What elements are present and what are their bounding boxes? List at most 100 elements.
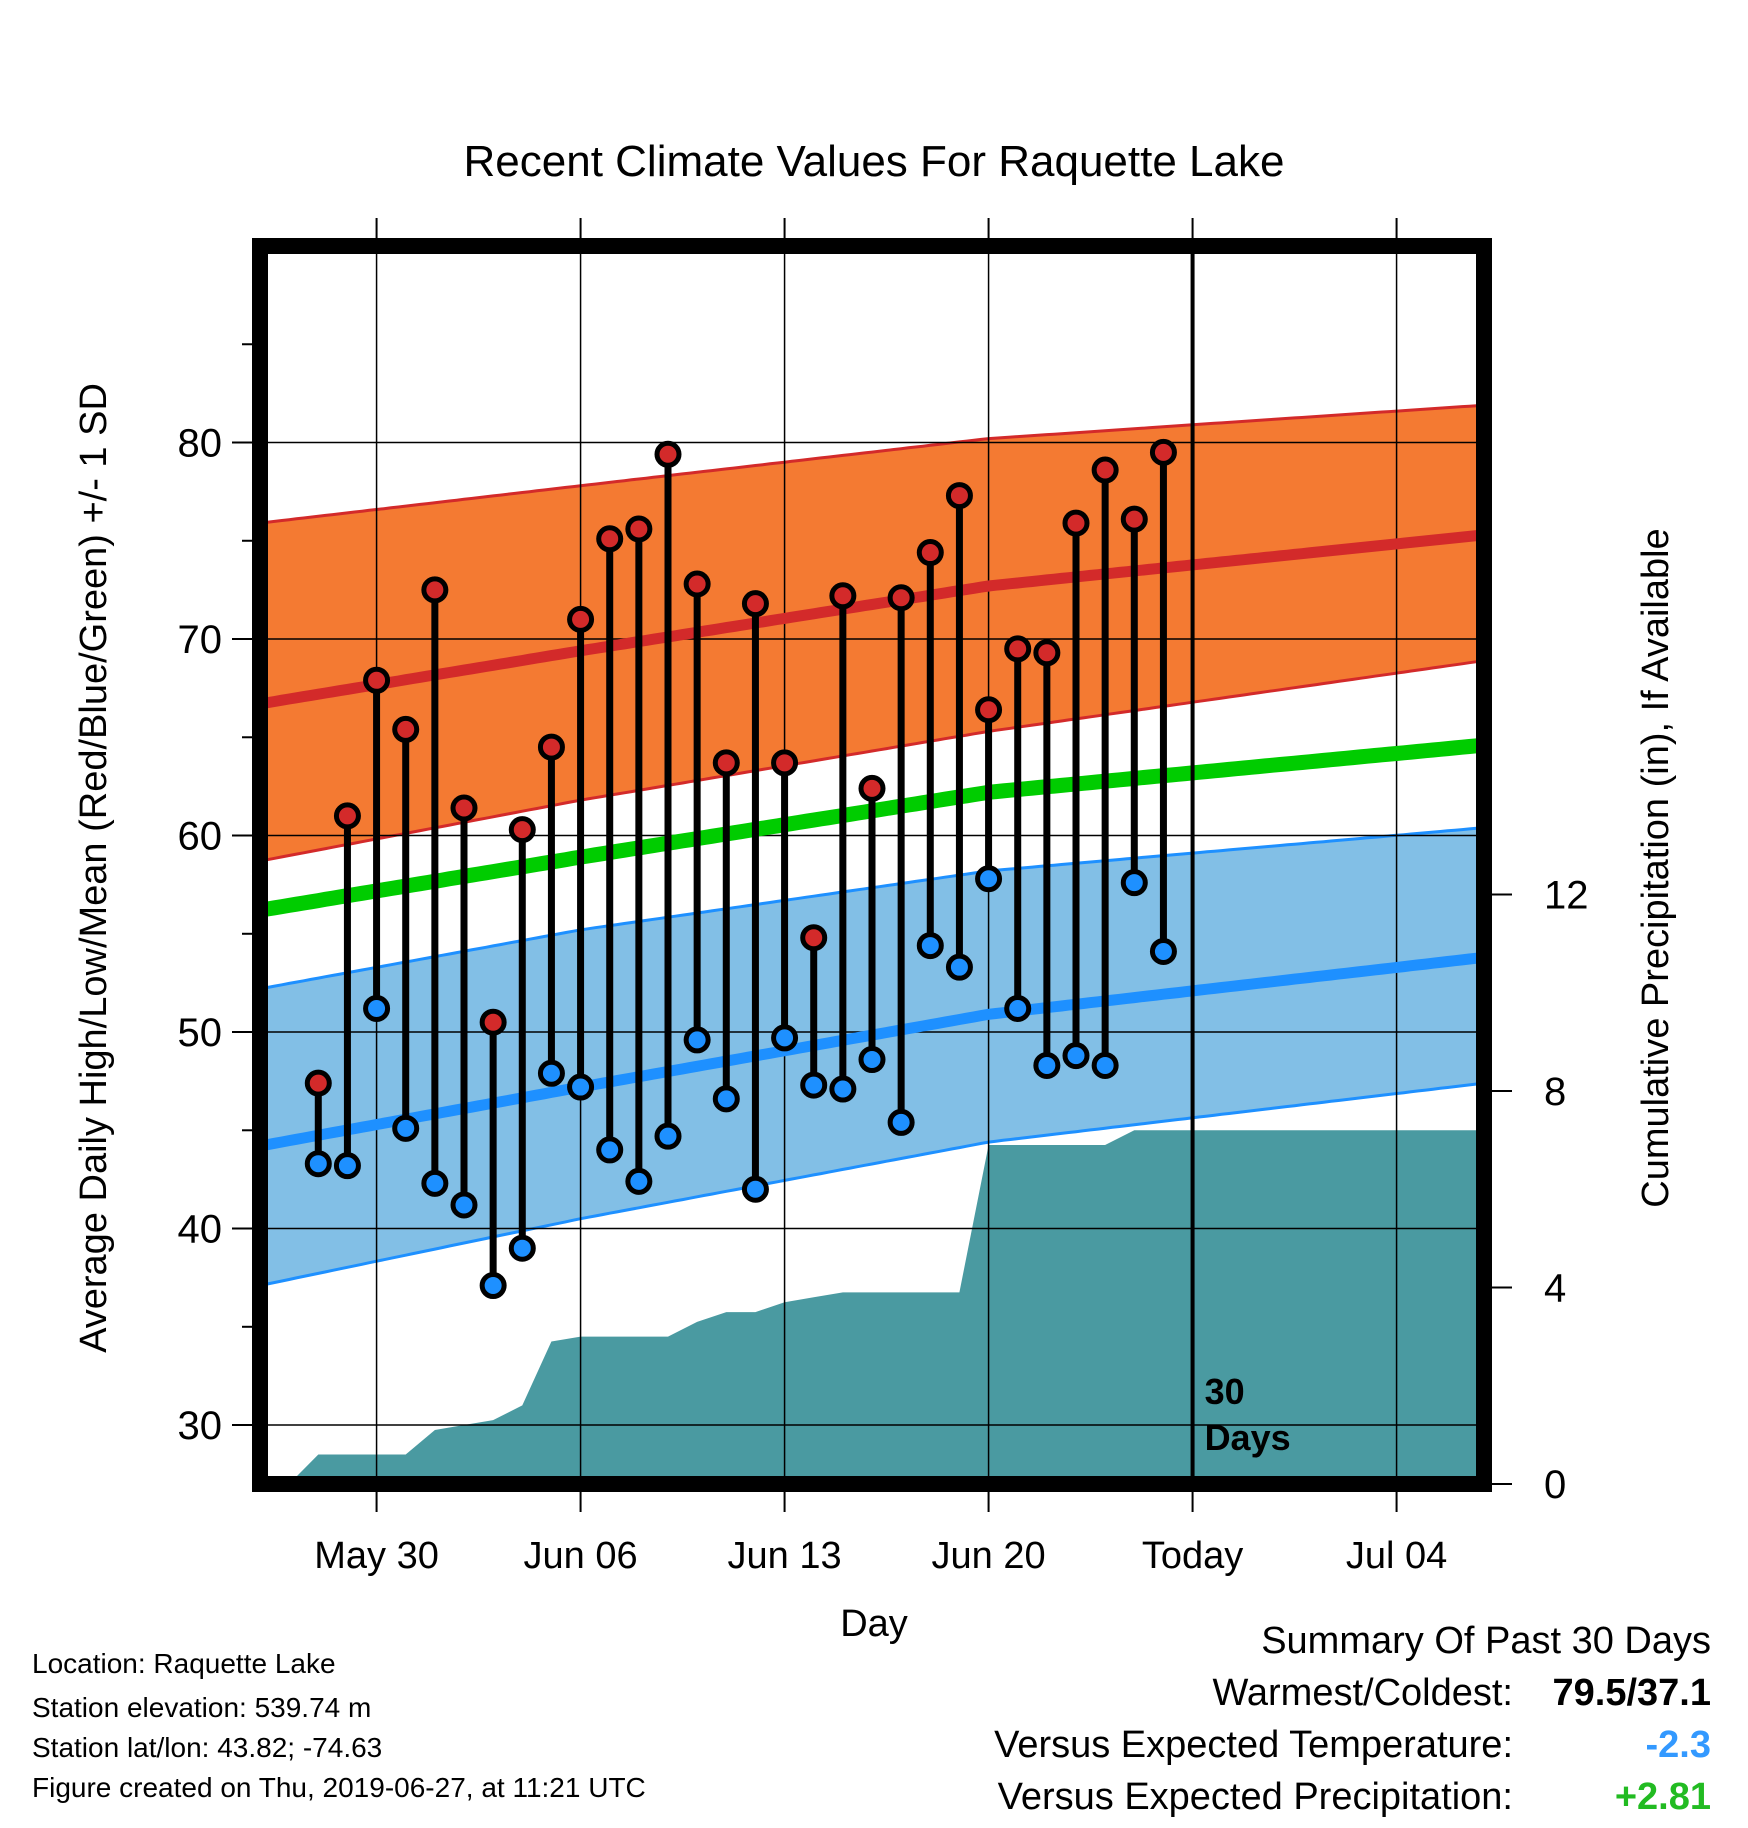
obs-high-point xyxy=(304,1069,332,1097)
y-tick-label: 30 xyxy=(178,1404,223,1448)
info-created: Figure created on Thu, 2019-06-27, at 11… xyxy=(32,1772,646,1803)
obs-low-point xyxy=(945,953,973,981)
summary-heading: Summary Of Past 30 Days xyxy=(1261,1620,1711,1662)
obs-high-point xyxy=(537,733,565,761)
obs-high-point xyxy=(625,515,653,543)
high-mean-line xyxy=(260,529,1484,710)
obs-low-point xyxy=(800,1071,828,1099)
x-tick-label: Jun 13 xyxy=(728,1535,842,1577)
x-tick-label: Jun 06 xyxy=(524,1535,638,1577)
obs-low-point xyxy=(1149,937,1177,965)
obs-high-point xyxy=(1149,438,1177,466)
y-axis-label: Average Daily High/Low/Mean (Red/Blue/Gr… xyxy=(73,383,115,1353)
y-tick-label: 80 xyxy=(178,422,223,466)
obs-low-point xyxy=(1062,1042,1090,1070)
obs-high-point xyxy=(1120,505,1148,533)
today-label-unit: Days xyxy=(1205,1417,1291,1458)
summary-temp: Versus Expected Temperature: -2.3 xyxy=(994,1724,1711,1767)
obs-high-point xyxy=(712,749,740,777)
obs-low-point xyxy=(479,1272,507,1300)
obs-high-point xyxy=(1033,639,1061,667)
obs-low-point xyxy=(654,1122,682,1150)
obs-high-point xyxy=(741,590,769,618)
y2-tick-label: 8 xyxy=(1544,1070,1566,1114)
high-upper-line xyxy=(260,403,1484,525)
x-axis: May 30 Jun 06 Jun 13 Jun 20 Today Jul 04 xyxy=(314,218,1447,1577)
x-tick-label: Jun 20 xyxy=(932,1535,1046,1577)
obs-low-point xyxy=(771,1024,799,1052)
obs-low-point xyxy=(683,1026,711,1054)
summary-warm-cold: Warmest/Coldest: 79.5/37.1 xyxy=(1212,1672,1711,1715)
obs-high-point xyxy=(858,774,886,802)
obs-high-point xyxy=(945,482,973,510)
obs-low-point xyxy=(916,932,944,960)
warm-cold-value: 79.5/37.1 xyxy=(1552,1672,1711,1714)
obs-low-point xyxy=(363,994,391,1022)
high-sd-band xyxy=(260,405,1484,862)
y-tick-label: 40 xyxy=(178,1208,223,1252)
obs-low-point xyxy=(975,865,1003,893)
obs-low-point xyxy=(858,1046,886,1074)
obs-high-point xyxy=(916,539,944,567)
plot-content: 30 Days xyxy=(260,246,1484,1484)
temp-label: Versus Expected Temperature: xyxy=(994,1724,1513,1766)
obs-high-point xyxy=(392,715,420,743)
obs-low-point xyxy=(392,1114,420,1142)
y-tick-label: 50 xyxy=(178,1011,223,1055)
obs-high-point xyxy=(333,802,361,830)
obs-high-point xyxy=(887,584,915,612)
y2-axis: 0 4 8 12 xyxy=(1492,873,1589,1507)
obs-high-point xyxy=(654,440,682,468)
obs-high-point xyxy=(567,605,595,633)
obs-high-point xyxy=(1004,635,1032,663)
x-tick-label: Today xyxy=(1142,1535,1243,1577)
chart-title: Recent Climate Values For Raquette Lake xyxy=(464,137,1285,186)
y-tick-label: 60 xyxy=(178,815,223,859)
obs-high-point xyxy=(421,576,449,604)
y-tick-label: 70 xyxy=(178,618,223,662)
precip-value: +2.81 xyxy=(1614,1776,1711,1818)
obs-high-point xyxy=(1091,456,1119,484)
plot-frame xyxy=(252,238,1492,1492)
obs-high-point xyxy=(829,582,857,610)
y-axis: 30 40 50 60 70 80 xyxy=(178,343,252,1448)
today-label-number: 30 xyxy=(1205,1371,1245,1412)
obs-high-point xyxy=(975,696,1003,724)
obs-high-point xyxy=(596,525,624,553)
obs-high-point xyxy=(508,816,536,844)
y2-axis-label: Cumulative Precipitation (in), If Availa… xyxy=(1635,528,1677,1207)
temp-value: -2.3 xyxy=(1645,1724,1711,1766)
obs-high-point xyxy=(800,924,828,952)
obs-high-point xyxy=(450,794,478,822)
low-lower-line xyxy=(260,1081,1484,1287)
y2-tick-label: 4 xyxy=(1544,1266,1566,1310)
obs-low-point xyxy=(596,1136,624,1164)
obs-low-point xyxy=(567,1073,595,1101)
obs-low-point xyxy=(712,1085,740,1113)
obs-low-point xyxy=(421,1169,449,1197)
plot-area: 30 Days xyxy=(252,238,1492,1492)
summary-precip: Versus Expected Precipitation: +2.81 xyxy=(998,1776,1711,1819)
info-latlon: Station lat/lon: 43.82; -74.63 xyxy=(32,1732,383,1763)
y2-tick-label: 12 xyxy=(1544,873,1589,917)
info-location: Location: Raquette Lake xyxy=(32,1648,336,1679)
obs-low-point xyxy=(741,1175,769,1203)
precip-area xyxy=(289,1130,1484,1484)
obs-high-point xyxy=(683,570,711,598)
obs-high-point xyxy=(771,749,799,777)
obs-low-point xyxy=(1091,1051,1119,1079)
precip-label: Versus Expected Precipitation: xyxy=(997,1776,1513,1818)
obs-low-point xyxy=(333,1152,361,1180)
obs-high-point xyxy=(479,1008,507,1036)
obs-low-point xyxy=(1033,1051,1061,1079)
obs-low-point xyxy=(829,1075,857,1103)
x-tick-label: Jul 04 xyxy=(1346,1535,1447,1577)
x-axis-label: Day xyxy=(840,1603,908,1645)
y2-tick-label: 0 xyxy=(1544,1463,1566,1507)
obs-low-point xyxy=(887,1108,915,1136)
obs-low-point xyxy=(1004,994,1032,1022)
info-elevation: Station elevation: 539.74 m xyxy=(32,1692,372,1723)
warm-cold-label: Warmest/Coldest: xyxy=(1212,1672,1513,1714)
obs-low-point xyxy=(450,1191,478,1219)
